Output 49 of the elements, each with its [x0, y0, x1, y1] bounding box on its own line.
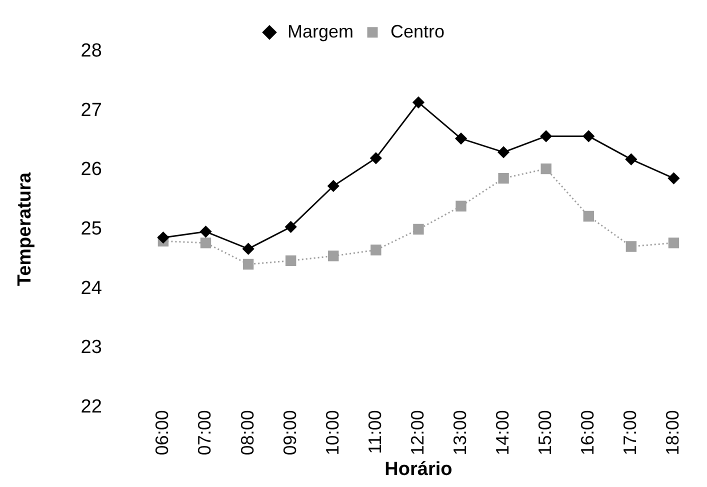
point: [582, 130, 594, 142]
x-tick-label: 14:00: [492, 410, 513, 456]
point: [242, 243, 254, 255]
point: [200, 226, 212, 238]
x-tick-label: 09:00: [280, 410, 300, 456]
point: [668, 172, 680, 184]
point: [540, 163, 552, 174]
x-axis-title: Horário: [384, 458, 452, 480]
x-tick-label: 07:00: [194, 410, 215, 456]
x-tick-label: 10:00: [322, 410, 342, 456]
point: [456, 200, 466, 212]
y-tick-label: 25: [80, 218, 102, 240]
y-tick-label: 24: [80, 278, 102, 299]
point: [370, 152, 382, 164]
x-tick-label: 16:00: [578, 410, 598, 456]
x-tick-label: 11:00: [364, 410, 385, 454]
point: [200, 238, 212, 248]
point: [413, 224, 424, 235]
x-tick-label: 15:00: [535, 410, 556, 456]
x-tick-label: 06:00: [152, 410, 172, 456]
point: [625, 154, 637, 166]
point: [370, 244, 382, 256]
point: [328, 250, 339, 262]
point: [242, 258, 254, 270]
x-tick-label: 13:00: [450, 410, 470, 456]
x-tick-label: 12:00: [407, 410, 428, 456]
y-tick-label: 26: [80, 159, 102, 180]
y-tick-label: 27: [80, 100, 102, 121]
point: [412, 96, 424, 108]
point: [626, 241, 637, 252]
y-tick-label: 22: [80, 396, 102, 418]
point: [285, 221, 297, 233]
point: [498, 146, 510, 158]
x-tick-label: 08:00: [237, 410, 258, 456]
point: [498, 172, 509, 184]
x-tick-label: 18:00: [662, 410, 683, 456]
x-tick-label: 17:00: [620, 410, 640, 456]
point: [540, 130, 552, 142]
point: [455, 132, 467, 144]
point: [328, 180, 340, 192]
y-axis-title: Temperatura: [14, 172, 36, 286]
point: [157, 232, 169, 244]
y-tick-label: 28: [80, 40, 102, 62]
y-tick-label: 23: [80, 337, 102, 358]
point: [668, 238, 680, 248]
point: [583, 210, 594, 222]
point: [285, 255, 296, 266]
legend-label: Margem: [287, 21, 354, 42]
legend-label: Centro: [390, 21, 445, 42]
